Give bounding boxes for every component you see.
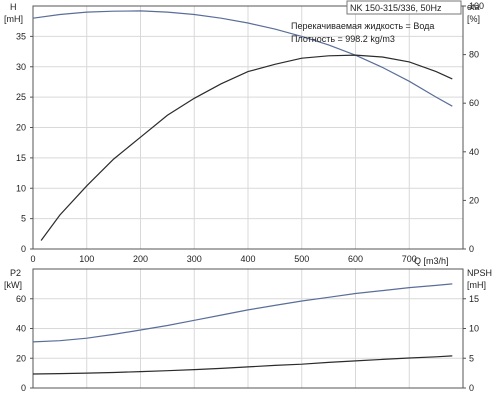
y-left-tick-label: 0 <box>21 383 26 393</box>
y-right-tick-label: 40 <box>469 147 479 157</box>
top-left-axis-title-2: [mH] <box>4 14 23 24</box>
x-tick-label: 0 <box>30 254 35 264</box>
model-label: NK 150-315/336, 50Hz <box>350 3 442 13</box>
x-tick-label: 600 <box>348 254 363 264</box>
x-tick-label: 100 <box>79 254 94 264</box>
y-left-tick-label: 35 <box>16 31 26 41</box>
y-right-tick-label: 100 <box>469 1 484 11</box>
y-left-tick-label: 5 <box>21 214 26 224</box>
y-right-tick-label: 60 <box>469 98 479 108</box>
bottom-left-axis-title-2: [kW] <box>4 280 22 290</box>
y-left-tick-label: 20 <box>16 353 26 363</box>
y-right-tick-label: 0 <box>469 383 474 393</box>
top-right-axis-title-2: [%] <box>467 14 480 24</box>
liquid-label: Перекачиваемая жидкость = Вода <box>291 21 434 31</box>
x-axis-title: Q [m3/h] <box>414 256 449 266</box>
efficiency-curve <box>40 54 453 241</box>
y-left-tick-label: 25 <box>16 92 26 102</box>
npsh-curve <box>32 355 453 375</box>
y-left-tick-label: 0 <box>21 244 26 254</box>
y-left-tick-label: 30 <box>16 62 26 72</box>
top-left-axis-title-1: H <box>10 2 17 12</box>
bottom-right-axis-title-1: NPSH <box>467 268 492 278</box>
model-label-box <box>346 0 462 15</box>
y-left-tick-label: 20 <box>16 123 26 133</box>
y-right-tick-label: 80 <box>469 50 479 60</box>
y-right-tick-label: 10 <box>469 324 479 334</box>
head-curve <box>32 10 453 107</box>
y-right-tick-label: 15 <box>469 294 479 304</box>
y-left-tick-label: 40 <box>16 324 26 334</box>
y-right-tick-label: 5 <box>469 353 474 363</box>
top-right-axis-title-1: eta <box>467 2 480 12</box>
x-tick-label: 500 <box>294 254 309 264</box>
x-tick-label: 400 <box>240 254 255 264</box>
y-left-tick-label: 15 <box>16 153 26 163</box>
x-tick-label: 300 <box>187 254 202 264</box>
bottom-left-axis-title-1: P2 <box>10 268 21 278</box>
density-label: Плотность = 998.2 kg/m3 <box>291 34 395 44</box>
y-left-tick-label: 60 <box>16 294 26 304</box>
y-left-tick-label: 10 <box>16 183 26 193</box>
power-curve <box>32 283 453 343</box>
y-right-tick-label: 0 <box>469 244 474 254</box>
x-tick-label: 200 <box>133 254 148 264</box>
bottom-right-axis-title-2: [mH] <box>467 280 486 290</box>
y-right-tick-label: 20 <box>469 195 479 205</box>
x-tick-label: 700 <box>402 254 417 264</box>
